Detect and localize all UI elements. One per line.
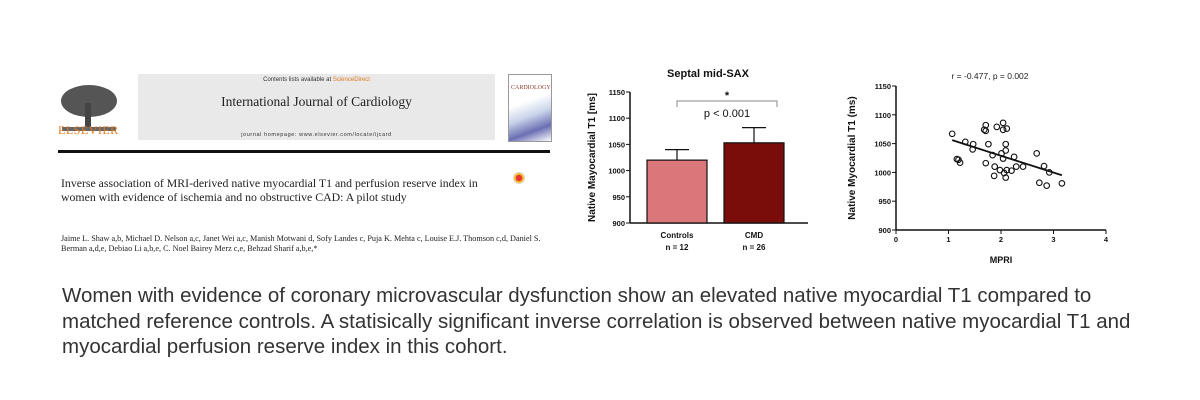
bar-chart: Septal mid-SAX Native Mayocardial T1 [ms]… [587,68,808,252]
data-point [1058,179,1066,187]
chart-title: Septal mid-SAX [667,68,750,80]
y-tick-label: 950 [612,193,625,202]
data-point [999,119,1007,127]
x-axis-label: MPRI [990,255,1013,265]
y-axis-label: Native Mayocardial T1 [ms] [587,93,598,222]
category-label: CMD [745,231,763,240]
y-tick-label: 950 [878,197,891,206]
regression-line [951,139,1063,177]
data-point [989,151,996,159]
data-point [1010,153,1018,161]
contents-prefix: Contents lists available at [263,77,333,83]
journal-cover: CARDIOLOGY [508,74,552,142]
chart-title: r = -0.477, p = 0.002 [951,71,1028,81]
y-tick-label: 1050 [608,140,625,149]
data-point [1002,140,1010,148]
data-point [982,159,990,167]
journal-title: International Journal of Cardiology [221,94,412,109]
significance-bracket [676,100,778,107]
data-point [956,159,964,166]
data-point [1008,167,1015,175]
y-tick-label: 1100 [609,114,625,123]
data-point [1033,150,1041,157]
data-point [993,123,1001,131]
contents-line: Contents lists available at ScienceDirec… [138,77,495,83]
data-point [1003,166,1011,174]
category-n: n = 26 [743,243,766,252]
category-label: Controls [661,231,694,240]
article-title: Inverse association of MRI-derived nativ… [61,176,478,204]
data-point [1002,174,1010,181]
data-point [990,172,998,180]
sciencedirect-link[interactable]: ScienceDirect [332,77,370,83]
x-tick-label: 3 [1051,235,1055,244]
y-tick-label: 1050 [874,140,891,149]
data-point [948,130,956,138]
data-point [980,126,988,134]
category-n: n = 12 [666,243,689,252]
y-tick-label: 1000 [608,167,625,176]
elsevier-tree-logo [61,85,117,131]
y-tick-label: 1100 [875,111,891,120]
x-tick-label: 0 [894,235,898,244]
scatter-chart: r = -0.477, p = 0.002 Native Myocardial T… [847,71,1109,265]
divider [58,150,550,153]
bar-cmd [723,142,785,224]
data-point [1045,169,1053,176]
cover-title: CARDIOLOGY [511,85,551,91]
data-point [1043,182,1051,189]
y-tick-label: 900 [878,226,891,235]
data-point [999,155,1007,162]
data-point [969,140,977,148]
x-tick-label: 4 [1104,235,1109,244]
data-point [1003,125,1011,132]
bar-controls [646,159,708,224]
y-axis-label: Native Myocardial T1 (ms) [847,96,858,219]
y-tick-label: 1000 [874,168,891,177]
y-tick-label: 1150 [875,82,891,91]
data-point [1040,162,1048,170]
significance-star: * [725,90,730,102]
journal-band: Contents lists available at ScienceDirec… [138,74,495,140]
data-point [1035,179,1043,187]
data-point [961,138,969,146]
paper-header: ELSEVIER Contents lists available at Sci… [58,68,552,263]
x-tick-label: 1 [946,235,950,244]
journal-homepage[interactable]: journal homepage: www.elsevier.com/locat… [241,132,392,138]
data-point [1002,147,1010,154]
data-point [1012,163,1020,170]
check-for-updates-icon[interactable] [513,172,525,184]
data-point [999,126,1007,134]
y-tick-label: 900 [612,219,625,228]
data-point [985,140,992,148]
data-point [1019,163,1027,170]
publisher-name: ELSEVIER [58,123,119,137]
y-tick-label: 1150 [609,88,625,97]
caption: Women with evidence of coronary microvas… [62,284,1131,358]
x-tick-label: 2 [999,235,1003,244]
data-point [991,163,999,170]
author-list: Jaime L. Shaw a,b, Michael D. Nelson a,c… [61,234,541,253]
p-value: p < 0.001 [704,108,750,120]
